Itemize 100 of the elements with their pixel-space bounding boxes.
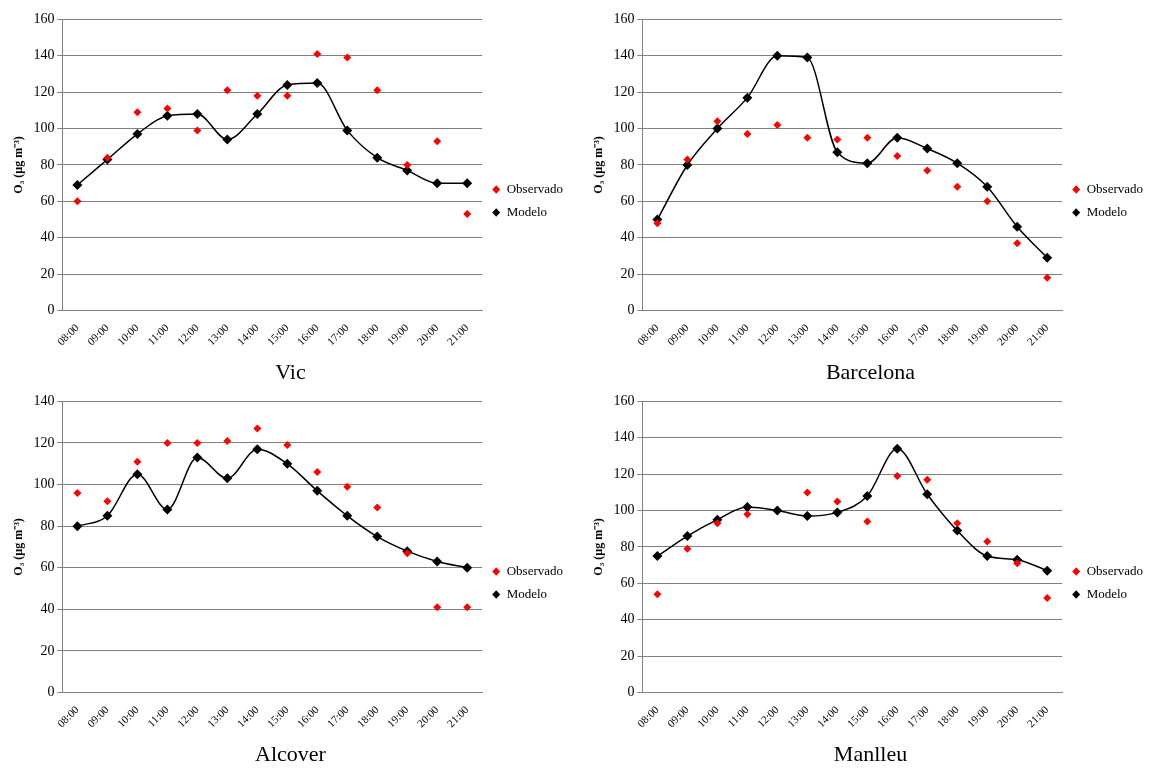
y-tick-label: 100 bbox=[33, 120, 55, 136]
point bbox=[1013, 239, 1022, 248]
legend-label: Modelo bbox=[506, 585, 548, 601]
text: Alcover bbox=[255, 740, 327, 766]
point bbox=[952, 158, 963, 169]
y-tick-label: 160 bbox=[33, 11, 55, 27]
point bbox=[1042, 565, 1053, 576]
point bbox=[372, 152, 383, 163]
point bbox=[253, 424, 262, 433]
point bbox=[432, 178, 443, 189]
text: Barcelona bbox=[825, 358, 916, 384]
point bbox=[712, 123, 723, 134]
point bbox=[432, 556, 443, 567]
point bbox=[892, 443, 903, 454]
y-tick-label: 20 bbox=[620, 647, 635, 663]
point bbox=[133, 457, 142, 466]
legend-label: Modelo bbox=[1086, 585, 1128, 601]
y-tick-label: 120 bbox=[613, 465, 635, 481]
point bbox=[923, 166, 932, 175]
point bbox=[342, 510, 353, 521]
y-tick-label: 160 bbox=[613, 11, 635, 27]
point bbox=[982, 181, 993, 192]
point bbox=[983, 537, 992, 546]
legend-label: Modelo bbox=[1086, 203, 1128, 219]
y-tick-label: 100 bbox=[613, 502, 635, 518]
y-tick-label: 120 bbox=[33, 434, 55, 450]
point bbox=[862, 158, 873, 169]
point bbox=[283, 441, 292, 450]
text: Manlleu bbox=[833, 740, 908, 766]
point bbox=[162, 110, 173, 121]
point bbox=[73, 197, 82, 206]
point bbox=[102, 510, 113, 521]
point bbox=[683, 155, 692, 164]
y-tick-label: 40 bbox=[40, 601, 55, 617]
point bbox=[682, 531, 693, 542]
point bbox=[862, 491, 873, 502]
point bbox=[282, 79, 293, 90]
y-tick-label: 80 bbox=[620, 156, 635, 172]
point bbox=[253, 91, 262, 100]
point bbox=[742, 501, 753, 512]
point bbox=[73, 488, 82, 497]
y-tick-label: 20 bbox=[40, 642, 55, 658]
point bbox=[373, 503, 382, 512]
y-tick-label: 120 bbox=[33, 83, 55, 99]
point bbox=[743, 510, 752, 519]
point bbox=[163, 104, 172, 113]
point bbox=[133, 108, 142, 117]
point bbox=[683, 544, 692, 553]
y-tick-label: 120 bbox=[613, 83, 635, 99]
point bbox=[713, 519, 722, 528]
point bbox=[833, 497, 842, 506]
y-axis-title: O₃ (µg m⁻³) bbox=[591, 136, 606, 194]
point bbox=[342, 125, 353, 136]
point bbox=[863, 133, 872, 142]
point bbox=[222, 473, 233, 484]
point bbox=[433, 137, 442, 146]
point bbox=[803, 133, 812, 142]
point bbox=[953, 519, 962, 528]
point bbox=[772, 505, 783, 516]
point bbox=[403, 160, 412, 169]
point bbox=[802, 52, 813, 63]
y-tick-label: 20 bbox=[620, 265, 635, 281]
point bbox=[462, 178, 473, 189]
point bbox=[832, 507, 843, 518]
point bbox=[982, 551, 993, 562]
y-tick-label: 100 bbox=[613, 120, 635, 136]
point bbox=[832, 147, 843, 158]
y-tick-label: 60 bbox=[40, 193, 55, 209]
point bbox=[803, 488, 812, 497]
point bbox=[223, 86, 232, 95]
legend-label: Modelo bbox=[506, 203, 548, 219]
y-tick-label: 140 bbox=[33, 393, 55, 409]
y-tick-label: 40 bbox=[620, 611, 635, 627]
point bbox=[72, 521, 83, 532]
point bbox=[893, 472, 902, 481]
y-tick-label: 0 bbox=[627, 302, 635, 318]
point bbox=[892, 132, 903, 143]
point bbox=[372, 531, 383, 542]
point bbox=[463, 210, 472, 219]
legend-label: Observado bbox=[506, 180, 564, 196]
y-tick-label: 40 bbox=[40, 229, 55, 245]
point bbox=[653, 590, 662, 599]
point bbox=[252, 444, 263, 455]
y-tick-label: 140 bbox=[613, 47, 635, 63]
text: Vic bbox=[275, 358, 306, 384]
point bbox=[463, 603, 472, 612]
point bbox=[433, 603, 442, 612]
y-tick-label: 100 bbox=[33, 476, 55, 492]
point bbox=[462, 562, 473, 573]
point bbox=[162, 504, 173, 515]
point bbox=[1013, 559, 1022, 568]
point bbox=[252, 109, 263, 120]
point bbox=[713, 117, 722, 126]
point bbox=[313, 49, 322, 58]
point bbox=[652, 551, 663, 562]
point bbox=[863, 517, 872, 526]
y-axis-title: O₃ (µg m⁻³) bbox=[591, 518, 606, 576]
point bbox=[983, 197, 992, 206]
legend-label: Observado bbox=[1086, 180, 1144, 196]
y-tick-label: 60 bbox=[620, 193, 635, 209]
